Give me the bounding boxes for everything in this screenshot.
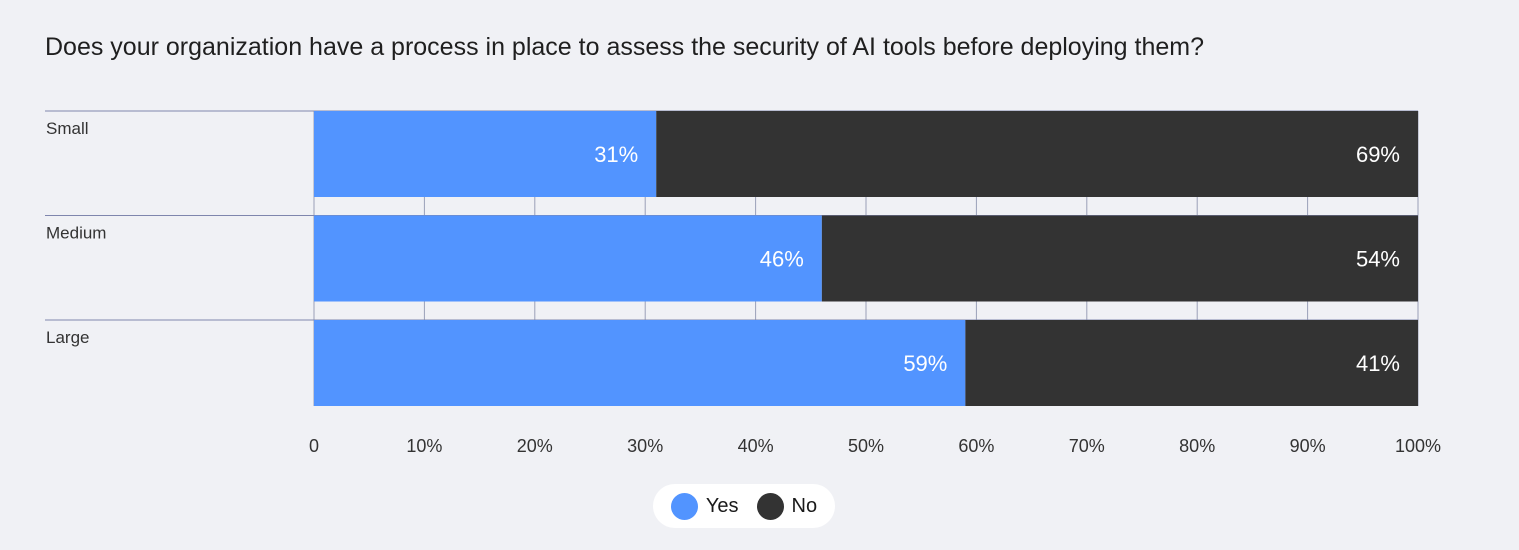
x-tick-label-70: 70% [1069, 436, 1105, 456]
legend: Yes No [653, 484, 835, 528]
bar-yes-small [314, 111, 657, 197]
x-tick-label-80: 80% [1179, 436, 1215, 456]
category-label-small: Small [46, 119, 89, 138]
bar-no-medium [821, 215, 1418, 302]
chart-title: Does your organization have a process in… [45, 33, 1204, 61]
data-label-no-small: 69% [1356, 142, 1400, 167]
data-label-yes-large: 59% [903, 351, 947, 376]
bar-no-large [965, 320, 1418, 406]
x-tick-label-30: 30% [627, 436, 663, 456]
x-tick-label-10: 10% [406, 436, 442, 456]
bar-yes-medium [314, 215, 822, 302]
category-label-medium: Medium [46, 224, 106, 243]
legend-swatch-yes [670, 492, 698, 520]
bar-no-small [656, 111, 1418, 197]
data-label-no-large: 41% [1356, 351, 1400, 376]
data-label-yes-medium: 46% [760, 247, 804, 272]
x-tick-label-20: 20% [517, 436, 553, 456]
legend-item-yes: Yes [670, 492, 739, 520]
x-tick-label-50: 50% [848, 436, 884, 456]
bars [314, 111, 1418, 406]
legend-swatch-no [756, 492, 784, 520]
legend-item-no: No [756, 492, 818, 520]
data-label-no-medium: 54% [1356, 247, 1400, 272]
legend-label-no: No [791, 494, 818, 517]
labels: 0 10% 20% 30% 40% 50% 60% 70% 80% 90% 100% Small 31%… [46, 119, 1441, 456]
x-tick-label-40: 40% [738, 436, 774, 456]
x-tick-label-90: 90% [1290, 436, 1326, 456]
data-label-yes-small: 31% [594, 142, 638, 167]
x-tick-label-0: 0 [309, 436, 319, 456]
bar-yes-large [314, 320, 966, 406]
x-tick-label-60: 60% [958, 436, 994, 456]
legend-label-yes: Yes [705, 494, 739, 517]
category-label-large: Large [46, 328, 89, 347]
x-tick-label-100: 100% [1395, 436, 1441, 456]
